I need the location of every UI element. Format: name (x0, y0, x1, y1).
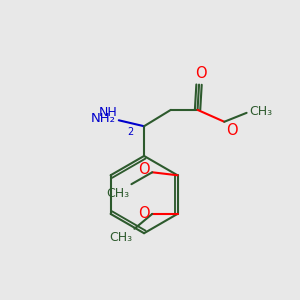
Text: O: O (196, 66, 207, 81)
Text: 2: 2 (127, 127, 133, 137)
Text: NH₂: NH₂ (91, 112, 116, 125)
Text: CH₃: CH₃ (106, 187, 129, 200)
Text: O: O (138, 206, 150, 221)
Text: CH₃: CH₃ (249, 105, 272, 118)
Text: CH₃: CH₃ (109, 231, 132, 244)
Text: O: O (226, 123, 237, 138)
Text: O: O (138, 162, 150, 177)
Text: NH: NH (99, 106, 117, 119)
